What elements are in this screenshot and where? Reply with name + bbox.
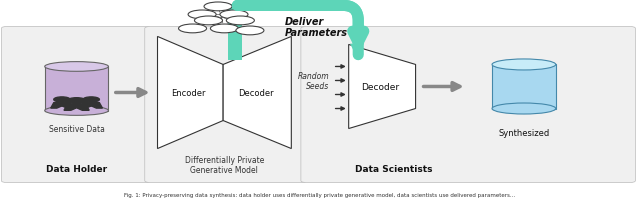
Polygon shape xyxy=(80,102,102,108)
Text: Decoder: Decoder xyxy=(362,83,399,92)
Circle shape xyxy=(188,11,216,20)
FancyBboxPatch shape xyxy=(228,5,242,61)
Circle shape xyxy=(67,98,86,104)
Circle shape xyxy=(220,11,248,20)
Text: Data Scientists: Data Scientists xyxy=(355,164,433,173)
Circle shape xyxy=(204,3,232,12)
FancyBboxPatch shape xyxy=(45,67,108,111)
Text: Synthesized: Synthesized xyxy=(499,128,550,137)
Polygon shape xyxy=(223,37,291,149)
Circle shape xyxy=(227,17,254,26)
Ellipse shape xyxy=(492,103,556,115)
Text: Sensitive Data: Sensitive Data xyxy=(49,124,104,133)
Circle shape xyxy=(195,17,223,26)
Polygon shape xyxy=(349,45,415,129)
Circle shape xyxy=(211,25,239,34)
FancyBboxPatch shape xyxy=(145,27,307,183)
Circle shape xyxy=(83,97,99,102)
FancyBboxPatch shape xyxy=(1,27,151,183)
Ellipse shape xyxy=(45,106,108,116)
Text: Decoder: Decoder xyxy=(239,88,274,98)
Ellipse shape xyxy=(492,60,556,71)
FancyBboxPatch shape xyxy=(492,65,556,109)
Polygon shape xyxy=(64,104,89,111)
Circle shape xyxy=(236,27,264,36)
Circle shape xyxy=(54,97,70,102)
Text: Data Holder: Data Holder xyxy=(46,164,107,173)
Polygon shape xyxy=(51,102,73,108)
Text: Fig. 1: Privacy-preserving data synthesis: data holder uses differentially priva: Fig. 1: Privacy-preserving data synthesi… xyxy=(124,192,516,197)
Ellipse shape xyxy=(45,62,108,72)
Text: Differentially Private
Generative Model: Differentially Private Generative Model xyxy=(185,155,264,174)
Text: Deliver
Parameters: Deliver Parameters xyxy=(285,17,348,38)
FancyBboxPatch shape xyxy=(301,27,636,183)
Text: Encoder: Encoder xyxy=(171,88,205,98)
Polygon shape xyxy=(157,37,223,149)
Circle shape xyxy=(179,25,207,34)
Text: Random
Seeds: Random Seeds xyxy=(298,72,330,91)
